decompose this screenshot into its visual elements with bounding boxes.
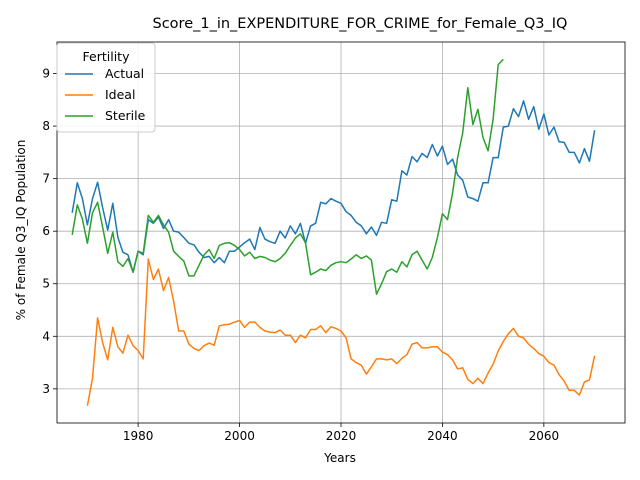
series-line-sterile: [71, 58, 504, 295]
y-tick-label: 4: [42, 329, 50, 343]
legend: Fertility Actual Ideal Sterile: [56, 42, 156, 133]
x-tick-label: 2040: [427, 429, 458, 443]
x-tick-label: 2020: [326, 429, 357, 443]
legend-box: [56, 42, 156, 133]
x-tick-label: 2060: [529, 429, 560, 443]
chart-title: Score_1_in_EXPENDITURE_FOR_CRIME_for_Fem…: [153, 16, 568, 32]
y-tick-label: 3: [42, 382, 50, 396]
series-line-ideal: [86, 258, 596, 406]
series-lines: [71, 58, 596, 406]
legend-items: Actual Ideal Sterile: [65, 66, 146, 123]
legend-label-ideal: Ideal: [105, 87, 135, 102]
legend-title: Fertility: [83, 49, 131, 64]
x-tick-label: 1980: [123, 429, 154, 443]
y-tick-label: 9: [42, 67, 50, 81]
x-axis-label: Years: [323, 451, 356, 465]
legend-label-sterile: Sterile: [105, 108, 146, 123]
y-tick-label: 7: [42, 172, 50, 186]
y-tick-label: 6: [42, 224, 50, 238]
y-axis-label: % of Female Q3_IQ Population: [14, 140, 28, 321]
grid-lines: [57, 42, 625, 423]
x-axis-ticks: 1980 2000 2020 2040 2060: [123, 423, 559, 443]
series-line-actual: [71, 100, 596, 273]
y-tick-label: 5: [42, 277, 50, 291]
x-tick-label: 2000: [224, 429, 255, 443]
y-tick-label: 8: [42, 119, 50, 133]
legend-label-actual: Actual: [105, 66, 144, 81]
y-axis-ticks: 3 4 5 6 7 8 9: [42, 67, 57, 396]
